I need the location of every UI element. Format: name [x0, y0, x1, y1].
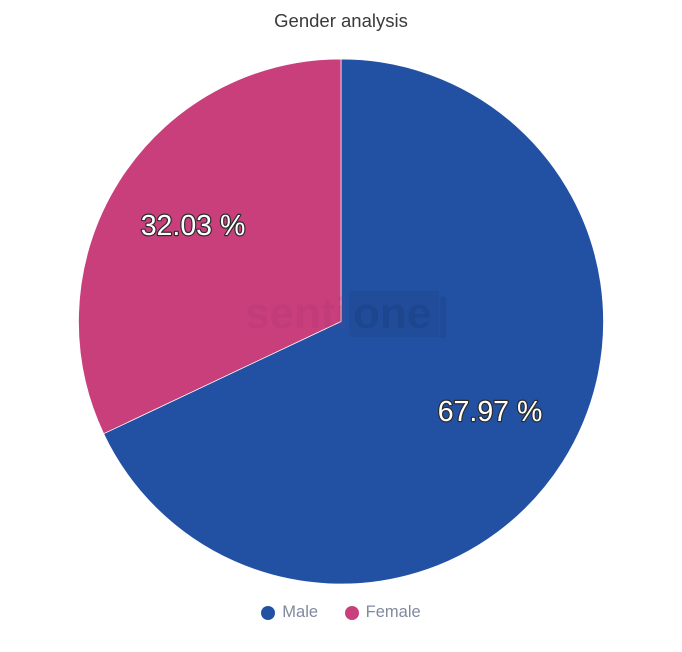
- svg-text:67.97 %: 67.97 %: [438, 396, 543, 428]
- svg-text:32.03 %: 32.03 %: [141, 210, 246, 242]
- svg-text:one: one: [353, 289, 431, 338]
- svg-text:|: |: [437, 289, 449, 339]
- svg-text:senti: senti: [245, 289, 348, 338]
